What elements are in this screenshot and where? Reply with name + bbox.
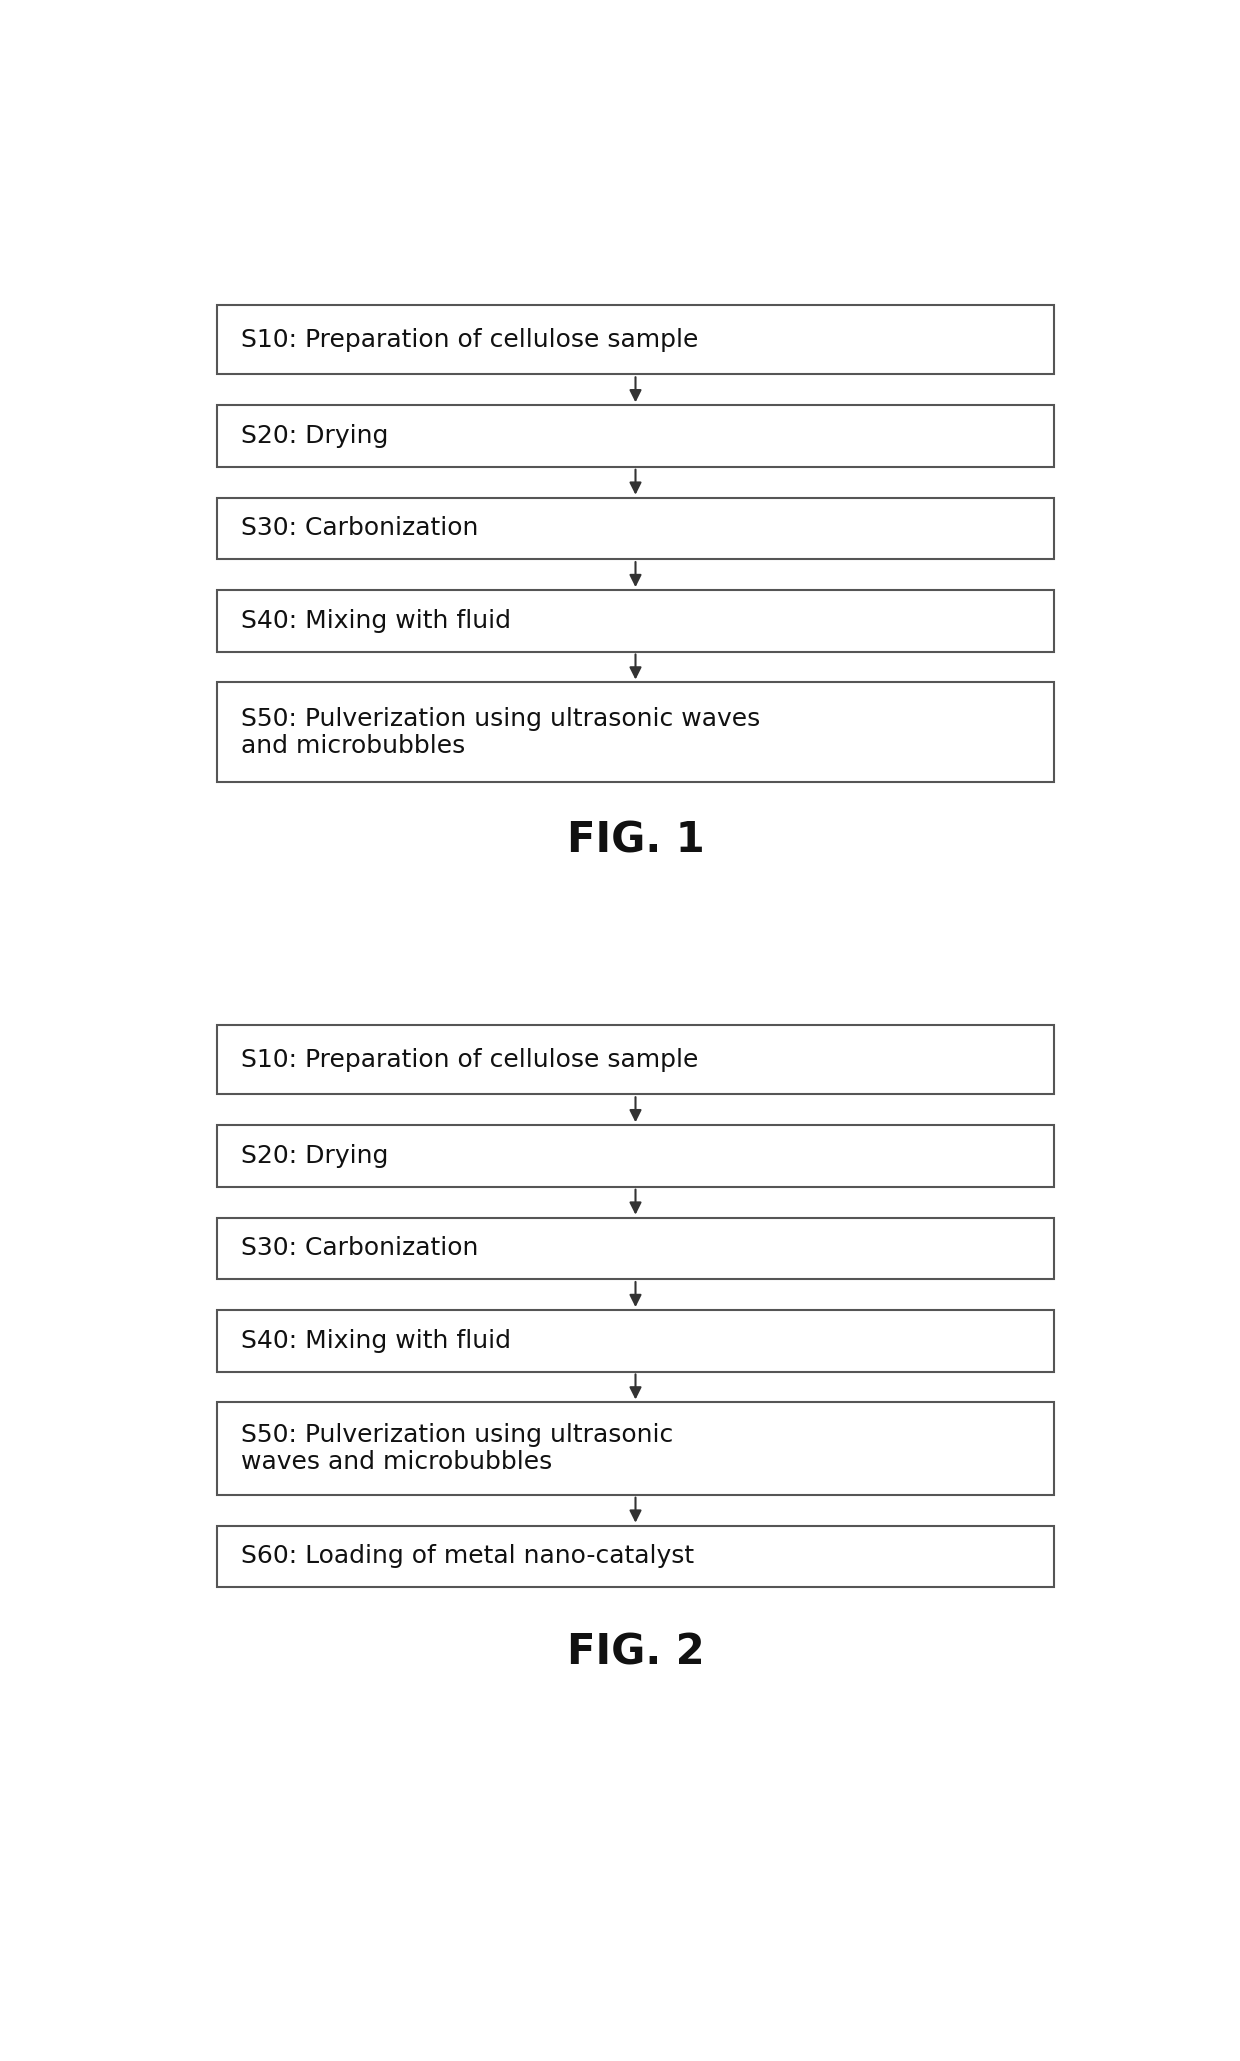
Text: S30: Carbonization: S30: Carbonization bbox=[241, 517, 479, 540]
FancyBboxPatch shape bbox=[217, 589, 1054, 651]
FancyBboxPatch shape bbox=[217, 1125, 1054, 1187]
Text: S50: Pulverization using ultrasonic
waves and microbubbles: S50: Pulverization using ultrasonic wave… bbox=[241, 1422, 673, 1474]
Text: S20: Drying: S20: Drying bbox=[241, 425, 388, 447]
FancyBboxPatch shape bbox=[217, 1218, 1054, 1280]
Text: S40: Mixing with fluid: S40: Mixing with fluid bbox=[241, 1329, 511, 1352]
Text: FIG. 2: FIG. 2 bbox=[567, 1632, 704, 1674]
FancyBboxPatch shape bbox=[217, 1401, 1054, 1494]
FancyBboxPatch shape bbox=[217, 406, 1054, 466]
FancyBboxPatch shape bbox=[217, 682, 1054, 783]
Text: S50: Pulverization using ultrasonic waves
and microbubbles: S50: Pulverization using ultrasonic wave… bbox=[241, 707, 760, 758]
FancyBboxPatch shape bbox=[217, 1525, 1054, 1587]
Text: FIG. 1: FIG. 1 bbox=[567, 818, 704, 861]
FancyBboxPatch shape bbox=[217, 1024, 1054, 1094]
Text: S30: Carbonization: S30: Carbonization bbox=[241, 1237, 479, 1261]
Text: S40: Mixing with fluid: S40: Mixing with fluid bbox=[241, 608, 511, 633]
FancyBboxPatch shape bbox=[217, 497, 1054, 559]
Text: S60: Loading of metal nano-catalyst: S60: Loading of metal nano-catalyst bbox=[241, 1544, 694, 1568]
FancyBboxPatch shape bbox=[217, 1311, 1054, 1371]
Text: S10: Preparation of cellulose sample: S10: Preparation of cellulose sample bbox=[241, 328, 698, 352]
Text: S10: Preparation of cellulose sample: S10: Preparation of cellulose sample bbox=[241, 1047, 698, 1072]
Text: S20: Drying: S20: Drying bbox=[241, 1144, 388, 1169]
FancyBboxPatch shape bbox=[217, 305, 1054, 375]
